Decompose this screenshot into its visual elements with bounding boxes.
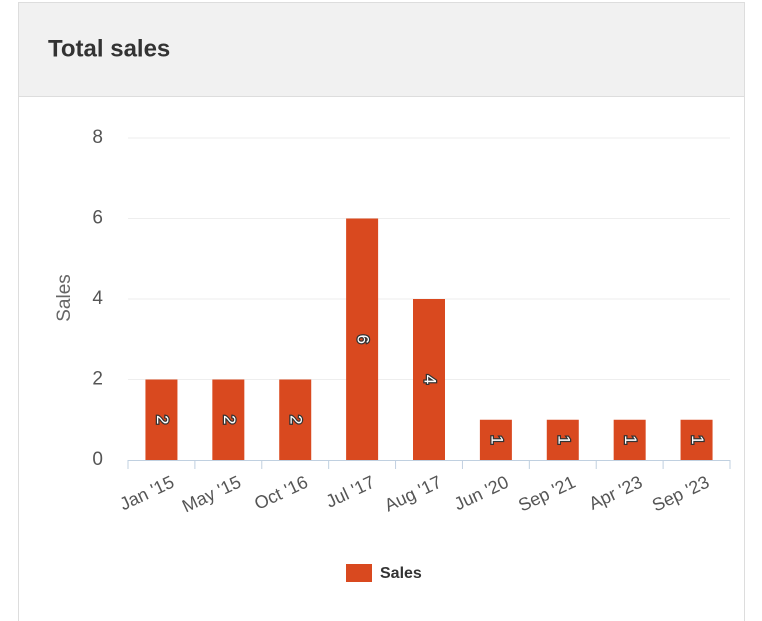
legend-label: Sales xyxy=(380,565,422,582)
data-label: 1 xyxy=(487,435,506,444)
y-tick-label: 6 xyxy=(92,208,103,229)
y-tick-label: 8 xyxy=(92,127,103,148)
data-label: 1 xyxy=(621,435,640,444)
bar xyxy=(613,419,646,460)
y-axis-label: Sales xyxy=(54,274,75,322)
data-label: 2 xyxy=(287,415,306,424)
panel-border xyxy=(18,2,745,621)
legend-swatch xyxy=(346,564,372,582)
data-label: 6 xyxy=(354,335,373,344)
data-label: 1 xyxy=(688,435,707,444)
bar xyxy=(546,419,579,460)
bar xyxy=(680,419,713,460)
chart-title: Total sales xyxy=(48,35,170,62)
y-tick-label: 2 xyxy=(92,369,103,390)
data-label: 2 xyxy=(220,415,239,424)
bar xyxy=(145,379,178,460)
bar xyxy=(212,379,245,460)
data-label: 4 xyxy=(421,375,440,384)
bar xyxy=(279,379,312,460)
data-label: 1 xyxy=(554,435,573,444)
data-label: 2 xyxy=(153,415,172,424)
y-tick-label: 0 xyxy=(92,449,103,470)
bar xyxy=(413,299,445,460)
y-tick-label: 4 xyxy=(92,288,103,309)
panel-header xyxy=(19,3,744,96)
bar xyxy=(346,218,379,460)
bar xyxy=(479,419,512,460)
